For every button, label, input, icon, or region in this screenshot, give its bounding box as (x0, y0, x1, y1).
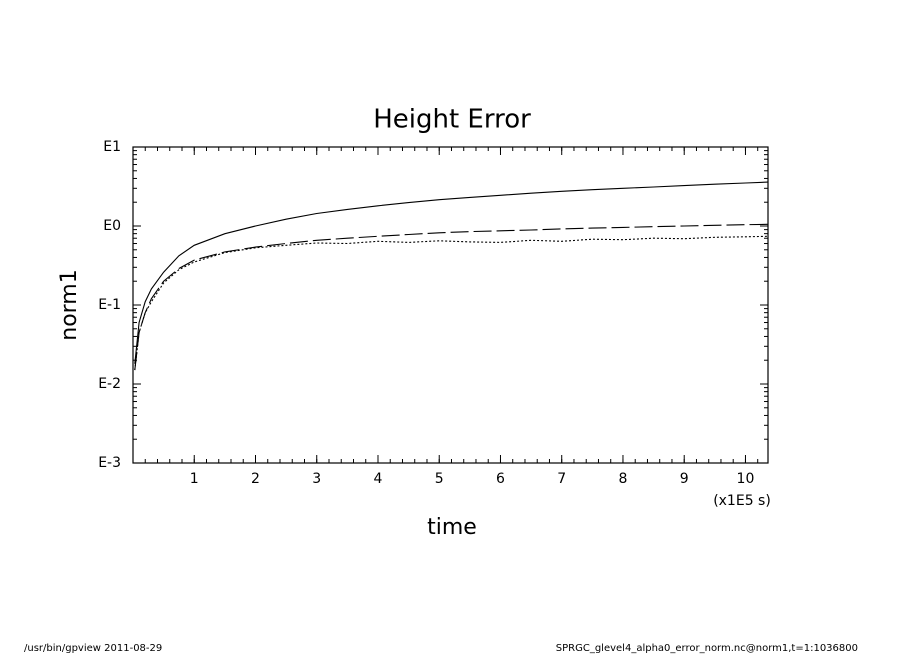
x-tick-label: 7 (557, 471, 566, 487)
plot-frame (132, 146, 769, 464)
x-tick-label: 9 (680, 471, 689, 487)
x-axis-label: time (427, 515, 477, 540)
y-axis-label: norm1 (57, 269, 82, 341)
x-axis-unit: (x1E5 s) (713, 493, 771, 509)
footer-right: SPRGC_glevel4_alpha0_error_norm.nc@norm1… (556, 643, 858, 654)
y-tick-label: E0 (103, 218, 121, 234)
series-line (134, 181, 769, 364)
x-tick-label: 5 (435, 471, 444, 487)
footer-left: /usr/bin/gpview 2011-08-29 (24, 643, 162, 654)
series-line (134, 223, 769, 371)
x-tick-label: 10 (737, 471, 755, 487)
x-tick-label: 4 (374, 471, 383, 487)
x-tick-label: 6 (496, 471, 505, 487)
y-tick-label: E-1 (98, 297, 121, 313)
x-tick-label: 8 (619, 471, 628, 487)
x-tick-label: 1 (190, 471, 199, 487)
x-tick-label: 2 (251, 471, 260, 487)
y-tick-label: E1 (103, 139, 121, 155)
y-tick-label: E-2 (98, 376, 121, 392)
x-tick-label: 3 (312, 471, 321, 487)
chart-title: Height Error (373, 105, 531, 135)
y-tick-label: E-3 (98, 455, 121, 471)
series-line (134, 235, 769, 371)
